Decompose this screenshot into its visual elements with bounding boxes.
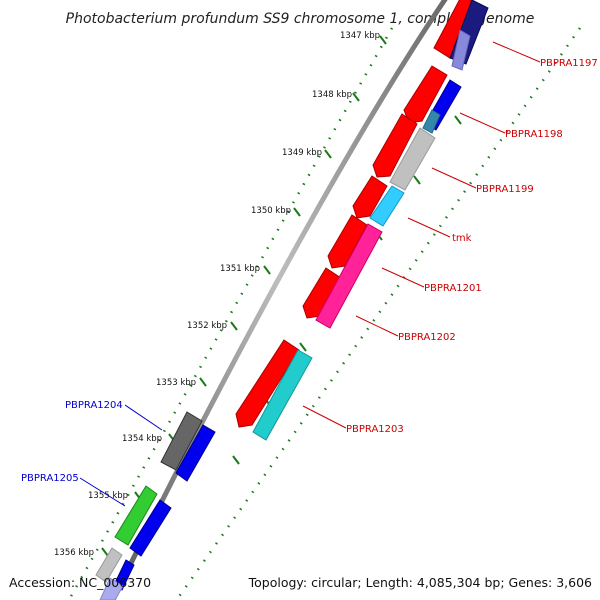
connector-PBPRA1202 xyxy=(355,315,399,337)
inner-tick-5 xyxy=(299,342,307,352)
inner-tick-2 xyxy=(413,175,421,185)
gene-tmk[interactable] xyxy=(369,185,405,227)
tick-label-1354: 1354 kbp xyxy=(122,434,162,444)
annotated-genes xyxy=(95,0,489,600)
gene-1202[interactable] xyxy=(315,223,383,329)
gene-red-1199[interactable] xyxy=(372,113,418,178)
gene-label-PBPRA1203[interactable]: PBPRA1203 xyxy=(346,424,404,435)
gene-label-PBPRA1205[interactable]: PBPRA1205 xyxy=(21,473,79,484)
tick-label-1351: 1351 kbp xyxy=(220,264,260,274)
gene-1203[interactable] xyxy=(252,349,313,441)
tick-mark-1348 xyxy=(352,92,360,102)
connector-PBPRA1204 xyxy=(124,404,163,431)
gene-steel-1198[interactable] xyxy=(422,109,441,134)
kbp-ticks: 1347 kbp 1348 kbp 1349 kbp 1350 kbp 1351… xyxy=(54,31,462,558)
gene-1206-blue[interactable] xyxy=(113,559,135,591)
tick-label-1350: 1350 kbp xyxy=(251,206,291,216)
gene-1204-grey[interactable] xyxy=(160,411,203,471)
gene-red-1198[interactable] xyxy=(403,65,448,124)
gene-grey-1199[interactable] xyxy=(389,127,436,191)
tick-mark-1353 xyxy=(199,377,207,387)
gene-lavender-1197[interactable] xyxy=(451,29,471,71)
tick-label-1352: 1352 kbp xyxy=(187,321,227,331)
accession-text: Accession: NC_006370 xyxy=(9,575,151,590)
inner-tick-track xyxy=(176,27,582,599)
gene-1204-blue[interactable] xyxy=(175,424,216,482)
tick-mark-1351 xyxy=(263,265,271,275)
tick-label-1347: 1347 kbp xyxy=(340,31,380,41)
gene-label-PBPRA1198[interactable]: PBPRA1198 xyxy=(505,129,563,140)
gene-1206-grey[interactable] xyxy=(95,547,123,583)
gene-1205-blue[interactable] xyxy=(129,499,172,557)
connector-PBPRA1205 xyxy=(79,477,126,507)
gene-label-tmk[interactable]: tmk xyxy=(452,233,472,244)
outer-tick-track xyxy=(68,27,394,599)
gene-label-PBPRA1204[interactable]: PBPRA1204 xyxy=(65,400,123,411)
gene-label-PBPRA1202[interactable]: PBPRA1202 xyxy=(398,332,456,343)
label-connectors xyxy=(79,41,541,507)
tick-label-1353: 1353 kbp xyxy=(156,378,196,388)
genome-summary-text: Topology: circular; Length: 4,085,304 bp… xyxy=(248,575,592,590)
gene-label-PBPRA1201[interactable]: PBPRA1201 xyxy=(424,283,482,294)
tick-mark-1347 xyxy=(379,35,387,45)
tick-label-1356: 1356 kbp xyxy=(54,548,94,558)
gene-red-tmk[interactable] xyxy=(352,175,388,219)
connector-PBPRA1198 xyxy=(459,112,506,134)
tick-label-1348: 1348 kbp xyxy=(312,90,352,100)
gene-labels: PBPRA1197 PBPRA1198 PBPRA1199 tmk PBPRA1… xyxy=(21,58,598,484)
connector-PBPRA1199 xyxy=(431,167,477,189)
gene-1205-green[interactable] xyxy=(114,485,158,546)
connector-PBPRA1203 xyxy=(302,405,347,429)
gene-red-1201b[interactable] xyxy=(302,267,342,319)
gene-label-PBPRA1197[interactable]: PBPRA1197 xyxy=(540,58,598,69)
tick-label-1349: 1349 kbp xyxy=(282,148,322,158)
inner-tick-1 xyxy=(454,115,462,125)
gene-1206-lavender[interactable] xyxy=(99,577,124,600)
tick-mark-1352 xyxy=(230,321,238,331)
gene-red-1203[interactable] xyxy=(235,339,300,428)
connector-PBPRA1197 xyxy=(492,41,541,63)
tick-mark-1356 xyxy=(101,547,109,557)
gene-label-PBPRA1199[interactable]: PBPRA1199 xyxy=(476,184,534,195)
map-title: Photobacterium profundum SS9 chromosome … xyxy=(66,11,535,27)
connector-PBPRA1201 xyxy=(381,267,425,288)
tick-mark-1349 xyxy=(324,149,332,159)
tick-mark-1350 xyxy=(293,207,301,217)
connector-tmk xyxy=(407,217,451,238)
gene-red-1201a[interactable] xyxy=(327,214,368,269)
inner-tick-7 xyxy=(232,455,240,465)
